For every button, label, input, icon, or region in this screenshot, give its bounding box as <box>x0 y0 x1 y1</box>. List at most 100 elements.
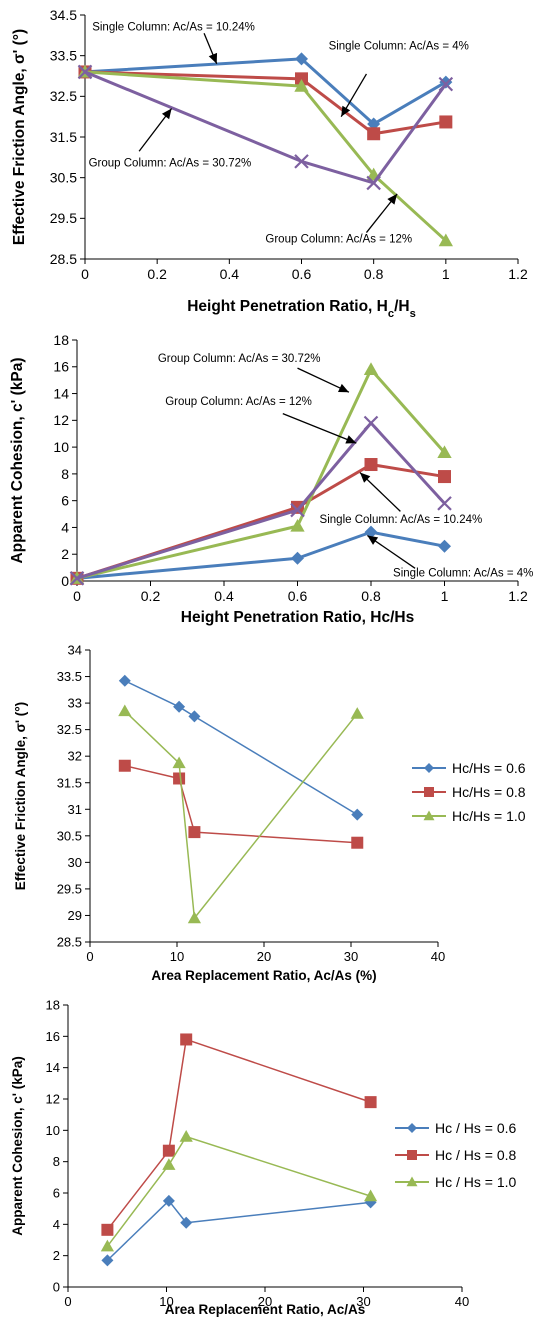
x-tick-label: 40 <box>455 1294 469 1309</box>
legend-label: Hc/Hs = 0.8 <box>452 784 526 800</box>
y-tick-label: 12 <box>53 412 69 428</box>
chart-cohesion-vs-height-ratio: 0 2 4 6 8 10 12 14 16 18 0 0.2 0.4 0.6 0.8 1 1.2 Height P… <box>9 332 533 626</box>
series-line <box>84 70 447 242</box>
data-point <box>101 1223 114 1236</box>
y-tick-label: 0 <box>53 1280 60 1295</box>
legend-marker <box>424 787 434 797</box>
y-tick-label: 28.5 <box>57 935 82 950</box>
x-tick-label: 40 <box>431 949 445 964</box>
y-axis-label: Effective Friction Angle, σ' (°) <box>11 29 28 245</box>
x-tick-label: 1.2 <box>508 588 528 604</box>
legend-item: Hc/Hs = 1.0 <box>412 808 526 824</box>
x-tick-label: 0 <box>81 266 89 282</box>
annotation-arrow-line <box>282 413 357 444</box>
x-tick-label: 0.4 <box>220 266 240 282</box>
data-point <box>363 1189 378 1202</box>
legend-label: Hc/Hs = 1.0 <box>452 808 526 824</box>
data-point <box>294 79 309 92</box>
data-point <box>366 175 381 191</box>
y-tick-label: 32.5 <box>50 88 77 104</box>
y-axis-label: Apparent Cohesion, c' (kPa) <box>10 1056 25 1236</box>
y-tick-label: 30 <box>68 855 82 870</box>
data-point <box>162 1158 176 1170</box>
y-tick-label: 33.5 <box>57 669 82 684</box>
series-3 <box>118 704 364 924</box>
y-tick-label: 28.5 <box>50 251 77 267</box>
chart-friction-vs-area-ratio: 28.5 29 29.5 30 30.5 31 31.5 32 32.5 33 33.5 34 0 10 2… <box>13 643 526 983</box>
annotation-label: Group Column: Ac/As = 30.72% <box>89 157 252 169</box>
data-point <box>162 1144 175 1157</box>
y-tick-label: 4 <box>53 1217 60 1232</box>
data-point <box>295 72 308 86</box>
x-tick-label: 1 <box>442 266 450 282</box>
y-axis-label: Effective Friction Angle, σ' (°) <box>13 702 28 890</box>
annotation-label: Single Column: Ac/As = 4% <box>393 567 533 579</box>
series-line <box>124 710 358 919</box>
y-tick-label: 8 <box>53 1154 60 1169</box>
x-tick-label: 30 <box>356 1294 370 1309</box>
annotation-arrow-head <box>367 535 379 545</box>
x-tick-label: 0.8 <box>364 266 384 282</box>
legend: Hc / Hs = 0.6 Hc / Hs = 0.8 Hc / Hs = 1.0 <box>395 1120 517 1190</box>
data-point <box>350 707 364 719</box>
series-line <box>84 70 447 136</box>
y-tick-label: 16 <box>46 1029 60 1044</box>
data-point <box>439 115 453 129</box>
data-point <box>367 117 381 131</box>
y-tick-label: 31 <box>68 802 82 817</box>
annotation-label: Single Column: Ac/As = 10.24% <box>320 514 483 526</box>
series-4 <box>77 64 454 191</box>
data-point <box>179 1130 193 1142</box>
annotation-label: Single Column: Ac/As = 10.24% <box>92 21 255 33</box>
legend-item: Hc / Hs = 0.8 <box>395 1147 517 1163</box>
y-tick-label: 6 <box>61 493 69 509</box>
x-tick-label: 10 <box>170 949 184 964</box>
y-tick-label: 4 <box>61 519 69 535</box>
y-tick-label: 14 <box>46 1060 60 1075</box>
series-4 <box>69 415 452 586</box>
chart-friction-vs-height-ratio: 28.5 29.5 30.5 31.5 32.5 33.5 34.5 0 0.2 0.4 0.6 0.… <box>11 7 528 320</box>
series-line <box>106 1135 371 1247</box>
data-point <box>294 154 309 169</box>
data-point <box>364 1096 377 1109</box>
y-tick-label: 33.5 <box>50 48 77 64</box>
y-tick-label: 16 <box>53 359 69 375</box>
series-1 <box>101 1194 377 1267</box>
y-tick-label: 33 <box>68 696 82 711</box>
x-tick-label: 0.8 <box>361 588 381 604</box>
data-point <box>188 710 201 723</box>
y-axis-label: Apparent Cohesion, c' (kPa) <box>9 357 26 563</box>
x-tick-label: 0 <box>86 949 93 964</box>
x-axis-label: Height Penetration Ratio, Hc/Hs <box>187 298 416 320</box>
y-tick-label: 32 <box>68 749 82 764</box>
series-2 <box>101 1033 377 1236</box>
y-tick-label: 12 <box>46 1092 60 1107</box>
data-point <box>180 1033 193 1046</box>
annotation-arrow-head <box>337 383 349 393</box>
legend-marker <box>406 1176 418 1187</box>
annotation-label: Group Column: Ac/As = 30.72% <box>158 353 321 365</box>
x-tick-label: 0.2 <box>147 266 167 282</box>
x-tick-label: 30 <box>344 949 358 964</box>
y-tick-label: 8 <box>61 466 69 482</box>
chart-cohesion-vs-area-ratio: 0 2 4 6 8 10 12 14 16 18 0 10 20 30 40 Area Replacement… <box>10 998 517 1317</box>
y-tick-label: 30.5 <box>50 170 77 186</box>
x-tick-label: 0 <box>73 588 81 604</box>
x-tick-label: 0.6 <box>288 588 308 604</box>
legend-marker <box>407 1123 417 1133</box>
data-point <box>290 502 305 518</box>
data-point <box>364 458 378 472</box>
data-point <box>363 362 379 375</box>
y-tick-label: 34.5 <box>50 7 77 23</box>
x-tick-label: 20 <box>258 1294 272 1309</box>
x-tick-label: 0.4 <box>214 588 234 604</box>
annotation-arrow-head <box>208 52 218 64</box>
x-axis-label-sub: s <box>410 308 416 320</box>
data-point <box>438 76 454 92</box>
y-tick-label: 31.5 <box>50 129 77 145</box>
series-line <box>84 70 448 185</box>
y-tick-label: 14 <box>53 385 69 401</box>
data-point <box>351 836 364 849</box>
legend: Hc/Hs = 0.6 Hc/Hs = 0.8 Hc/Hs = 1.0 <box>412 760 526 824</box>
